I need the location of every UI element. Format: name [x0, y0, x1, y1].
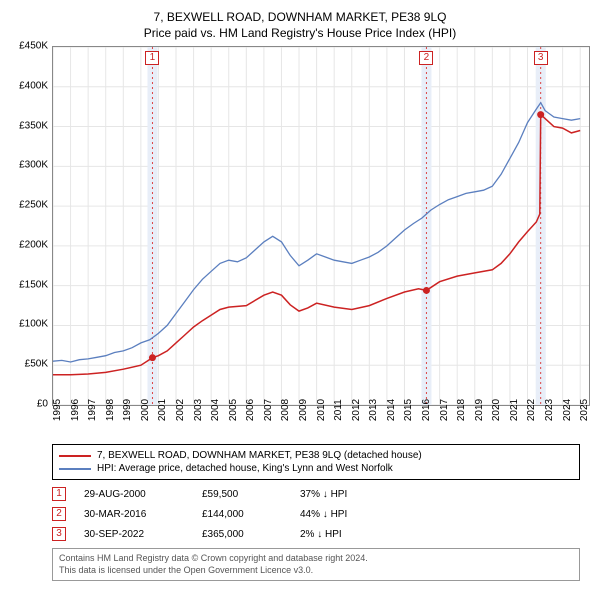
legend-label: 7, BEXWELL ROAD, DOWNHAM MARKET, PE38 9L… — [97, 450, 422, 461]
legend-row: HPI: Average price, detached house, King… — [59, 462, 573, 475]
y-tick-label: £100K — [19, 319, 48, 330]
legend-row: 7, BEXWELL ROAD, DOWNHAM MARKET, PE38 9L… — [59, 449, 573, 462]
y-tick-label: £350K — [19, 120, 48, 131]
event-price: £59,500 — [202, 489, 282, 500]
event-row: 3 30-SEP-2022 £365,000 2% ↓ HPI — [52, 524, 580, 544]
event-num-box: 3 — [52, 527, 66, 541]
x-tick-label: 2003 — [193, 399, 204, 421]
events-table: 1 29-AUG-2000 £59,500 37% ↓ HPI 2 30-MAR-2016… — [52, 484, 580, 544]
legend: 7, BEXWELL ROAD, DOWNHAM MARKET, PE38 9L… — [52, 444, 580, 480]
legend-swatch — [59, 455, 91, 457]
event-marker-3: 3 — [534, 51, 548, 65]
x-tick-label: 2012 — [351, 399, 362, 421]
x-tick-label: 1995 — [52, 399, 63, 421]
legend-label: HPI: Average price, detached house, King… — [97, 463, 393, 474]
event-price: £365,000 — [202, 529, 282, 540]
x-tick-label: 2019 — [474, 399, 485, 421]
x-tick-label: 2013 — [368, 399, 379, 421]
x-tick-label: 2024 — [562, 399, 573, 421]
y-tick-label: £200K — [19, 239, 48, 250]
event-date: 30-SEP-2022 — [84, 529, 184, 540]
x-tick-label: 2002 — [175, 399, 186, 421]
event-diff: 37% ↓ HPI — [300, 489, 347, 500]
x-tick-label: 2018 — [456, 399, 467, 421]
y-tick-label: £50K — [25, 359, 48, 370]
x-tick-label: 2025 — [579, 399, 590, 421]
event-date: 29-AUG-2000 — [84, 489, 184, 500]
event-num-box: 1 — [52, 487, 66, 501]
titles: 7, BEXWELL ROAD, DOWNHAM MARKET, PE38 9L… — [10, 10, 590, 40]
y-tick-label: £300K — [19, 160, 48, 171]
x-tick-label: 2005 — [228, 399, 239, 421]
event-row: 2 30-MAR-2016 £144,000 44% ↓ HPI — [52, 504, 580, 524]
x-tick-label: 2011 — [333, 399, 344, 421]
y-axis: £0£50K£100K£150K£200K£250K£300K£350K£400… — [10, 46, 52, 406]
event-num-box: 2 — [52, 507, 66, 521]
event-marker-1: 1 — [145, 51, 159, 65]
x-tick-label: 1999 — [122, 399, 133, 421]
event-row: 1 29-AUG-2000 £59,500 37% ↓ HPI — [52, 484, 580, 504]
x-tick-label: 2010 — [316, 399, 327, 421]
x-tick-label: 2006 — [245, 399, 256, 421]
x-tick-label: 2015 — [403, 399, 414, 421]
x-tick-label: 2021 — [509, 399, 520, 421]
footer-line1: Contains HM Land Registry data © Crown c… — [59, 553, 573, 565]
event-marker-2: 2 — [419, 51, 433, 65]
y-tick-label: £150K — [19, 279, 48, 290]
x-tick-label: 2022 — [526, 399, 537, 421]
x-tick-label: 2004 — [210, 399, 221, 421]
y-tick-label: £250K — [19, 200, 48, 211]
plot-area: 1 2 3 — [52, 46, 590, 406]
x-tick-label: 2008 — [280, 399, 291, 421]
x-tick-label: 2007 — [263, 399, 274, 421]
footer: Contains HM Land Registry data © Crown c… — [52, 548, 580, 581]
x-tick-label: 1998 — [105, 399, 116, 421]
x-tick-label: 2020 — [491, 399, 502, 421]
chart-container: 7, BEXWELL ROAD, DOWNHAM MARKET, PE38 9L… — [0, 0, 600, 590]
x-tick-label: 2014 — [386, 399, 397, 421]
x-axis: 1995199619971998199920002001200220032004… — [52, 406, 590, 438]
footer-line2: This data is licensed under the Open Gov… — [59, 565, 573, 577]
x-tick-label: 2016 — [421, 399, 432, 421]
event-price: £144,000 — [202, 509, 282, 520]
x-tick-label: 2001 — [157, 399, 168, 421]
x-tick-label: 2000 — [140, 399, 151, 421]
legend-swatch — [59, 468, 91, 470]
x-tick-label: 1997 — [87, 399, 98, 421]
event-diff: 44% ↓ HPI — [300, 509, 347, 520]
event-date: 30-MAR-2016 — [84, 509, 184, 520]
y-tick-label: £0 — [37, 399, 48, 410]
chart-subtitle: Price paid vs. HM Land Registry's House … — [10, 26, 590, 40]
x-tick-label: 2023 — [544, 399, 555, 421]
x-tick-label: 2009 — [298, 399, 309, 421]
x-tick-label: 2017 — [439, 399, 450, 421]
y-tick-label: £400K — [19, 80, 48, 91]
x-tick-label: 1996 — [70, 399, 81, 421]
chart-title: 7, BEXWELL ROAD, DOWNHAM MARKET, PE38 9L… — [10, 10, 590, 24]
chart-wrap: £0£50K£100K£150K£200K£250K£300K£350K£400… — [10, 46, 590, 406]
event-diff: 2% ↓ HPI — [300, 529, 342, 540]
y-tick-label: £450K — [19, 41, 48, 52]
